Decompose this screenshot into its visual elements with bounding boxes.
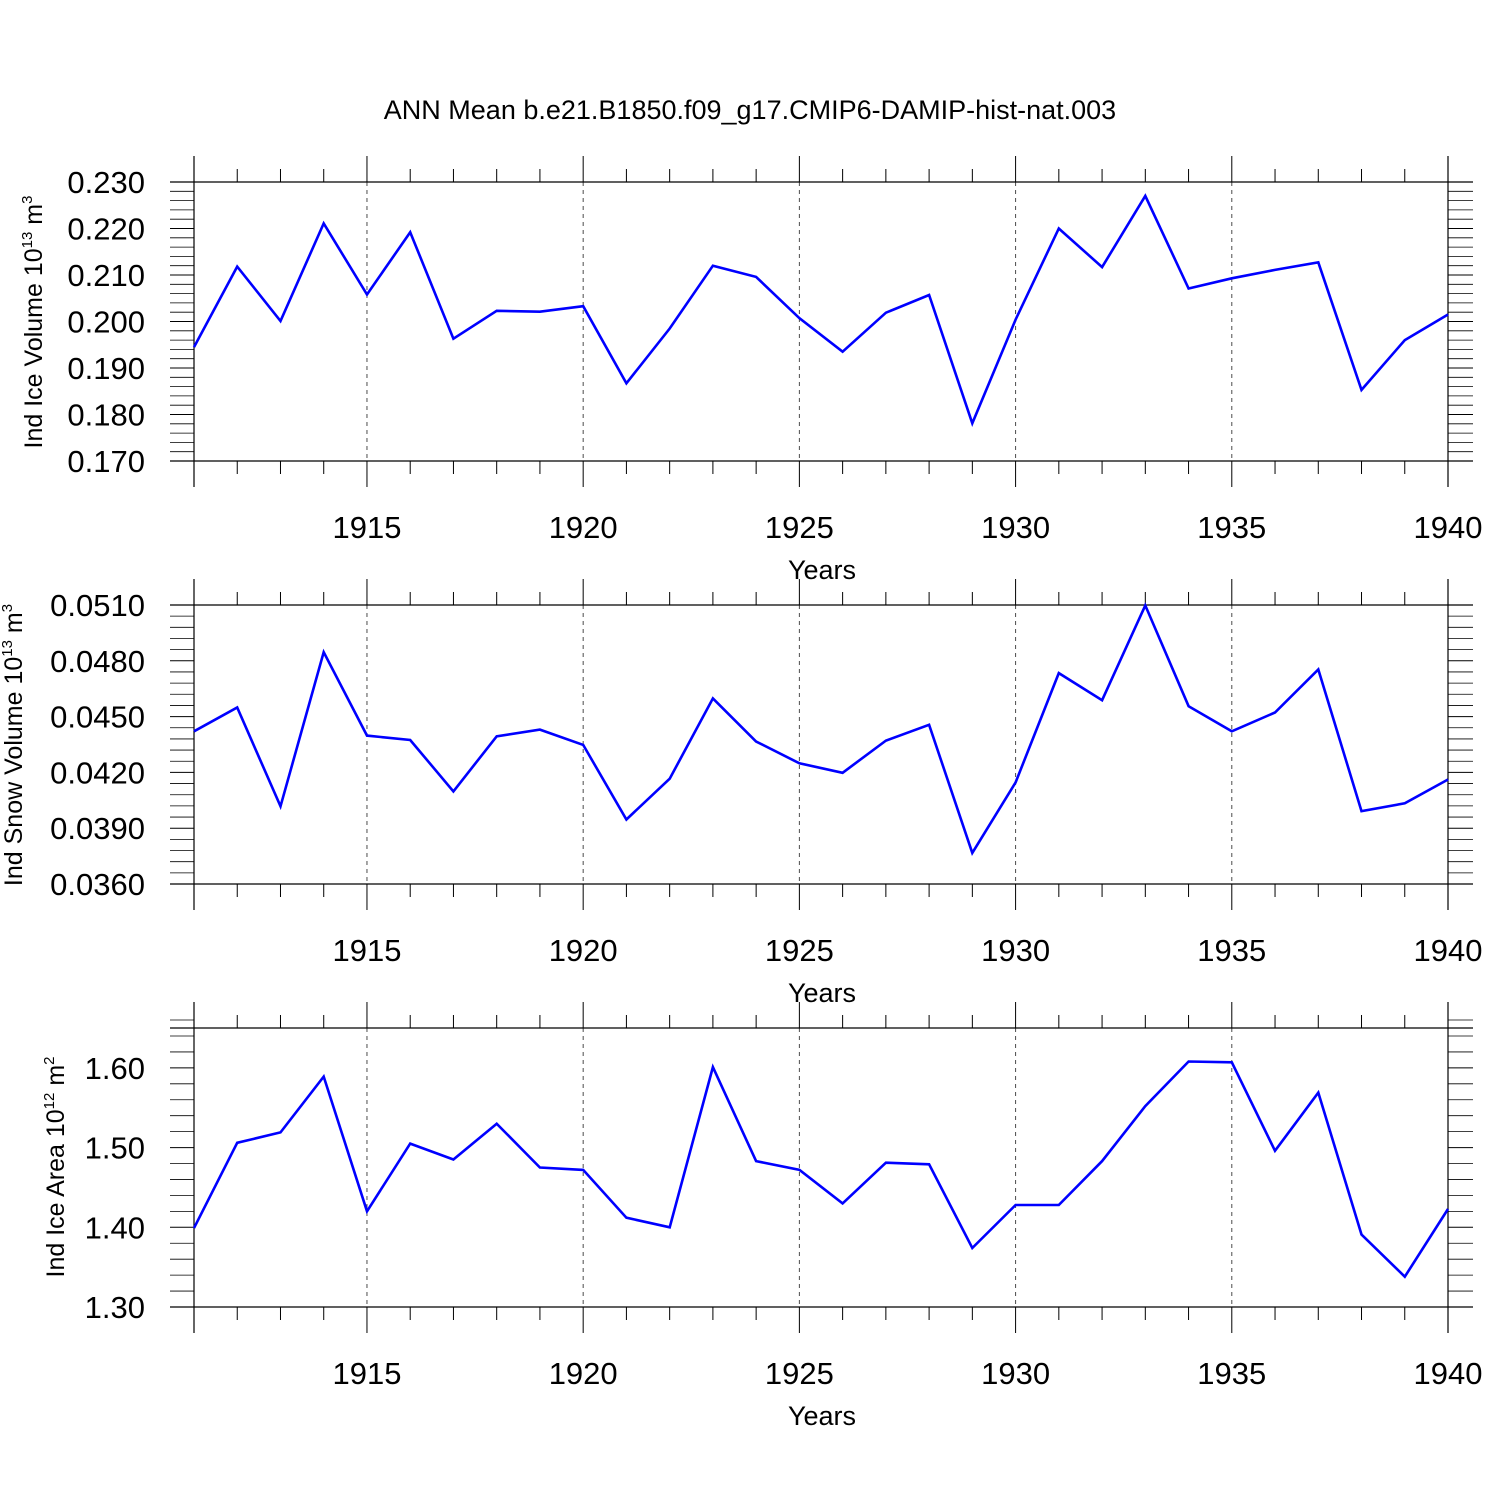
y-tick-label: 0.220 xyxy=(67,212,145,247)
x-axis-label: Years xyxy=(788,1401,856,1431)
y-axis-label-part: 13 xyxy=(19,232,36,249)
x-tick-label: 1930 xyxy=(981,1356,1050,1391)
x-tick-label: 1925 xyxy=(765,510,834,545)
panel-snow-volume: 0.0360 0.0390 0.0420 0.0450 0.0480 0.0510 1915… xyxy=(0,579,1482,1008)
y-axis-label-part: m xyxy=(20,204,48,232)
x-tick-label: 1920 xyxy=(549,933,618,968)
y-tick-label: 0.200 xyxy=(67,305,145,340)
x-tick-label: 1940 xyxy=(1414,1356,1483,1391)
y-axis-label-part: Ind Ice Volume 10 xyxy=(20,248,48,448)
y-tick-label: 0.0360 xyxy=(50,867,145,902)
y-tick-label: 0.210 xyxy=(67,258,145,293)
x-tick-label: 1930 xyxy=(981,510,1050,545)
y-tick-label: 0.0480 xyxy=(50,644,145,679)
y-axis-label-part: m xyxy=(42,1065,70,1093)
y-axis-label-part: 12 xyxy=(41,1093,58,1110)
x-tick-label: 1940 xyxy=(1414,933,1483,968)
y-tick-label: 0.0390 xyxy=(50,811,145,846)
chart-title: ANN Mean b.e21.B1850.f09_g17.CMIP6-DAMIP… xyxy=(384,95,1116,125)
x-tick-label: 1930 xyxy=(981,933,1050,968)
y-axis-label-part: 13 xyxy=(0,640,16,657)
y-tick-label: 0.0450 xyxy=(50,700,145,735)
y-axis-label: Ind Ice Area 1012 m2 xyxy=(41,1057,70,1278)
x-tick-label: 1935 xyxy=(1197,510,1266,545)
x-tick-label: 1925 xyxy=(765,1356,834,1391)
y-tick-label: 0.230 xyxy=(67,165,145,200)
y-tick-label: 1.30 xyxy=(85,1290,145,1325)
x-tick-label: 1925 xyxy=(765,933,834,968)
series-line xyxy=(192,193,1449,427)
y-axis-label-part: 2 xyxy=(41,1057,58,1065)
y-tick-label: 0.180 xyxy=(67,398,145,433)
x-axis-label: Years xyxy=(788,978,856,1008)
y-axis-label: Ind Snow Volume 1013 m3 xyxy=(0,604,28,886)
x-tick-label: 1935 xyxy=(1197,933,1266,968)
y-tick-label: 1.60 xyxy=(85,1051,145,1086)
y-tick-label: 0.190 xyxy=(67,351,145,386)
x-tick-label: 1920 xyxy=(549,510,618,545)
y-axis-label-part: 3 xyxy=(19,196,36,204)
y-axis-label-part: Ind Ice Area 10 xyxy=(42,1109,70,1277)
series-line xyxy=(192,1060,1450,1279)
x-tick-label: 1920 xyxy=(549,1356,618,1391)
x-tick-label: 1915 xyxy=(332,933,401,968)
y-tick-label: 1.40 xyxy=(85,1210,145,1245)
panel-ice-area: 1.30 1.40 1.50 1.60 1915 1920 1925 1930 1935 1940… xyxy=(41,1002,1482,1431)
y-tick-label: 1.50 xyxy=(85,1131,145,1166)
series-line xyxy=(193,602,1449,856)
y-axis-label-part: 3 xyxy=(0,604,16,612)
y-axis-label: Ind Ice Volume 1013 m3 xyxy=(19,196,48,449)
y-axis-label-part: Ind Snow Volume 10 xyxy=(0,657,28,886)
x-tick-label: 1940 xyxy=(1414,510,1483,545)
panel-ice-volume: 0.170 0.180 0.190 0.200 0.210 0.220 0.230 1915 1… xyxy=(19,156,1482,585)
y-tick-label: 0.170 xyxy=(67,444,145,479)
x-axis-label: Years xyxy=(788,555,856,585)
x-tick-label: 1935 xyxy=(1197,1356,1266,1391)
y-tick-label: 0.0420 xyxy=(50,755,145,790)
x-tick-label: 1915 xyxy=(332,1356,401,1391)
y-axis-label-part: m xyxy=(0,612,28,640)
y-tick-label: 0.0510 xyxy=(50,588,145,623)
x-tick-label: 1915 xyxy=(332,510,401,545)
